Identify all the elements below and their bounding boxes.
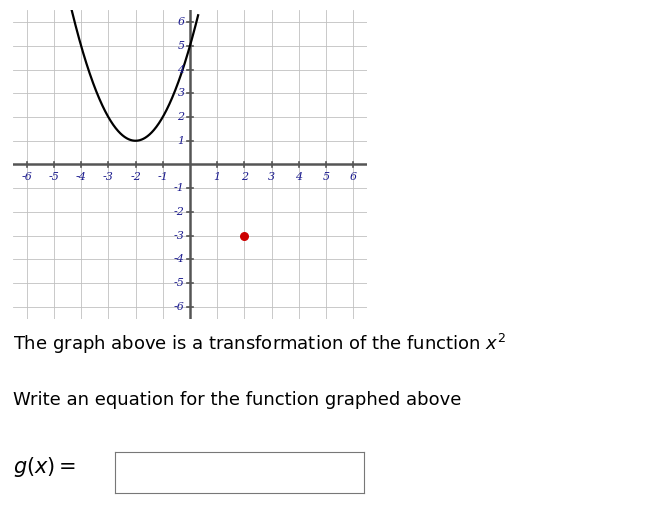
Text: 4: 4 — [178, 65, 185, 75]
Text: 3: 3 — [178, 88, 185, 98]
Text: -1: -1 — [174, 183, 185, 193]
Text: 2: 2 — [241, 172, 248, 182]
Text: The graph above is a transformation of the function $x^2$: The graph above is a transformation of t… — [13, 332, 506, 356]
Text: 4: 4 — [295, 172, 303, 182]
Text: -4: -4 — [174, 254, 185, 264]
Point — [239, 231, 250, 240]
Text: 3: 3 — [268, 172, 275, 182]
Text: 1: 1 — [214, 172, 221, 182]
Text: -3: -3 — [103, 172, 114, 182]
Text: -5: -5 — [48, 172, 60, 182]
Text: -1: -1 — [157, 172, 168, 182]
Text: $g(x) =$: $g(x) =$ — [13, 455, 77, 479]
Text: -2: -2 — [130, 172, 141, 182]
Text: 1: 1 — [178, 136, 185, 146]
Text: -2: -2 — [174, 207, 185, 217]
Text: 2: 2 — [178, 112, 185, 122]
Text: 5: 5 — [178, 41, 185, 51]
Text: -3: -3 — [174, 231, 185, 241]
Text: Write an equation for the function graphed above: Write an equation for the function graph… — [13, 391, 462, 409]
Text: -5: -5 — [174, 278, 185, 288]
Text: -4: -4 — [76, 172, 86, 182]
Text: -6: -6 — [174, 302, 185, 312]
Text: 6: 6 — [350, 172, 357, 182]
Text: 5: 5 — [322, 172, 329, 182]
Text: 6: 6 — [178, 17, 185, 27]
Text: -6: -6 — [21, 172, 32, 182]
